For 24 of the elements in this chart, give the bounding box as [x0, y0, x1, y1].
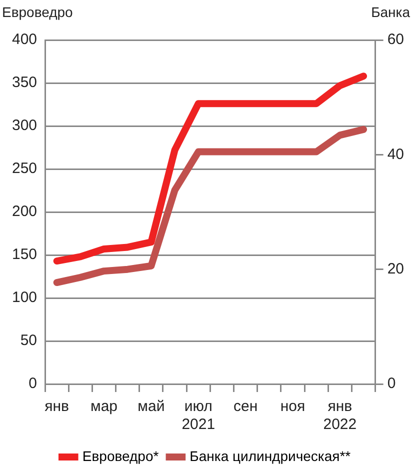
y2-axis-title: Банка — [371, 4, 410, 20]
y-tick-label: 350 — [12, 74, 38, 92]
y-tick-label: 200 — [12, 203, 38, 220]
y2-tick-label: 60 — [387, 31, 404, 48]
y-tick-label: 100 — [12, 289, 38, 306]
y2-tick-label: 0 — [387, 375, 396, 392]
y2-tick-label: 40 — [387, 146, 404, 163]
x-tick-label: мар — [90, 398, 118, 416]
y-tick-label: 250 — [12, 160, 38, 178]
y-tick-label: 400 — [12, 31, 38, 48]
x-tick-label: ноя — [280, 398, 306, 416]
y-tick-label: 300 — [12, 117, 38, 134]
y-axis-title: Евроведро — [2, 4, 74, 20]
x-tick-label: янв — [44, 398, 70, 416]
x-tick-label: янв 2022 — [323, 398, 357, 434]
y-tick-label: 150 — [12, 246, 38, 264]
y2-tick-label: 20 — [387, 260, 404, 278]
y-tick-label: 50 — [20, 332, 38, 350]
x-tick-label: май — [138, 398, 165, 416]
y-tick-label: 0 — [28, 375, 38, 392]
legend-label: Евроведро* — [82, 448, 160, 464]
x-tick-label: сен — [233, 398, 258, 416]
legend-label: Банка цилиндрическая** — [190, 448, 352, 464]
x-tick-label: июл 2021 — [182, 398, 216, 434]
